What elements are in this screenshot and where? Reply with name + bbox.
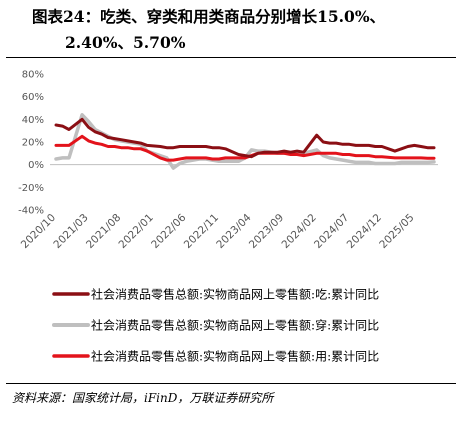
x-tick-label: 2022/01 [117,212,156,251]
legend-label-2: 社会消费品零售总额:实物商品网上零售额:用:累计同比 [91,349,379,364]
top-rule [6,57,456,58]
y-tick-label: 40% [22,115,44,126]
y-axis: 80% 60% 40% 20% 0% -20% -40% [18,70,44,217]
y-tick-label: 60% [22,92,44,103]
chart-title: 图表24：吃类、穿类和用类商品分别增长15.0%、 2.40%、5.70% [32,4,452,56]
y-tick-label: 0% [28,160,44,171]
x-tick-label: 2024/02 [279,212,318,251]
y-tick-label: 80% [22,70,44,81]
x-tick-label: 2022/06 [149,211,189,251]
x-axis: 2020/102021/032021/082022/012022/062022/… [19,164,438,251]
y-tick-label: -40% [18,206,44,217]
x-tick-label: 2020/10 [19,212,58,251]
x-tick-label: 2024/07 [312,212,351,251]
series-layer [54,113,436,170]
x-tick-label: 2024/12 [345,212,384,251]
x-tick-label: 2021/08 [84,212,123,251]
series-line-0 [54,117,436,159]
legend-label-1: 社会消费品零售总额:实物商品网上零售额:穿:累计同比 [91,318,379,333]
legend-label-0: 社会消费品零售总额:实物商品网上零售额:吃:累计同比 [91,287,379,302]
x-tick-label: 2022/11 [182,212,221,251]
line-chart: 80%60%40%20%0%-20%-40% 2020/102021/03202… [18,70,438,364]
title-line-2: 2.40%、5.70% [65,33,186,52]
x-tick-label: 2021/03 [51,212,90,251]
x-tick-label: 2023/04 [214,211,254,251]
bottom-rule [6,383,456,384]
y-tick-label: 20% [22,138,44,149]
series-line-1 [54,113,436,170]
source-note: 资料来源：国家统计局，iFinD，万联证券研究所 [12,391,274,405]
legend: 社会消费品零售总额:实物商品网上零售额:吃:累计同比社会消费品零售总额:实物商品… [52,287,379,364]
y-tick-label: -20% [18,183,44,194]
title-line-1: 图表24：吃类、穿类和用类商品分别增长15.0%、 [32,7,386,26]
x-tick-label: 2025/05 [377,212,416,251]
x-tick-label: 2023/09 [247,212,286,251]
